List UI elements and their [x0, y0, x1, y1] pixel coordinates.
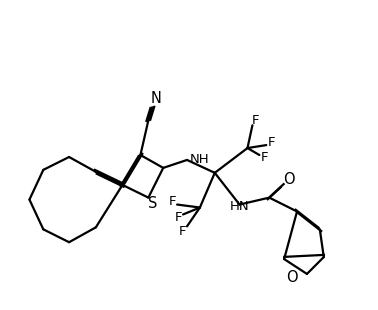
Text: S: S — [148, 196, 157, 211]
Text: F: F — [268, 135, 275, 148]
Text: O: O — [283, 172, 295, 187]
Text: F: F — [169, 195, 176, 208]
Text: F: F — [178, 225, 186, 238]
Text: O: O — [286, 270, 298, 286]
Text: F: F — [174, 211, 182, 224]
Text: HN: HN — [230, 200, 249, 213]
Text: N: N — [151, 91, 162, 106]
Text: F: F — [252, 114, 259, 127]
Text: F: F — [260, 152, 268, 165]
Text: NH: NH — [190, 153, 210, 166]
